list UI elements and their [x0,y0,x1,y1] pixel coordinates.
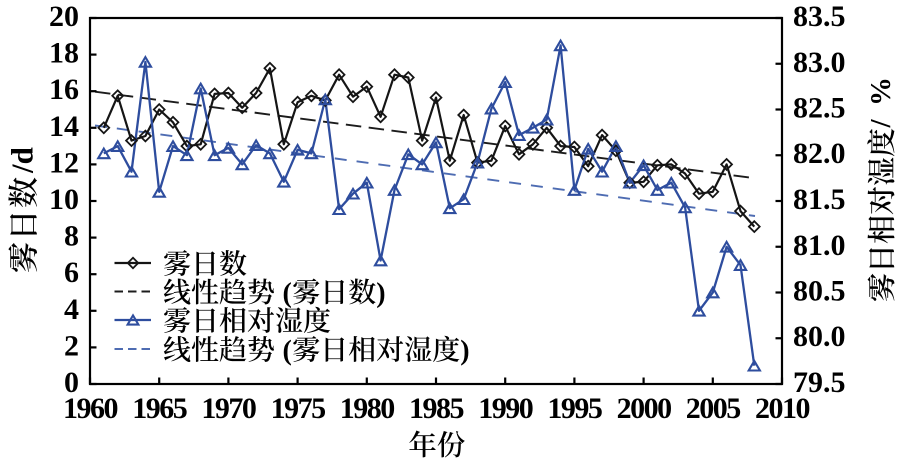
svg-text:1990: 1990 [478,392,533,425]
svg-text:20: 20 [49,0,79,33]
svg-text:82.5: 82.5 [793,92,846,125]
svg-text:2010: 2010 [755,392,810,425]
svg-text:): ) [460,336,469,367]
svg-text:8: 8 [64,220,79,253]
svg-text:1960: 1960 [63,392,118,425]
svg-text:81.0: 81.0 [793,229,846,262]
svg-text:/: / [865,119,897,129]
svg-text:1965: 1965 [132,392,187,425]
svg-text:6: 6 [64,256,79,289]
svg-text:(: ( [283,336,292,367]
svg-text:1975: 1975 [271,392,326,425]
svg-text:4: 4 [64,293,79,326]
svg-text:80.0: 80.0 [793,320,846,353]
svg-text:16: 16 [49,73,79,106]
svg-text:79.5: 79.5 [793,366,846,399]
svg-text:2000: 2000 [617,392,672,425]
svg-text:83.5: 83.5 [793,0,846,33]
svg-text:2: 2 [64,329,79,362]
svg-text:14: 14 [49,110,79,143]
svg-text:%: % [865,77,897,106]
svg-text:81.5: 81.5 [793,183,846,216]
svg-text:2005: 2005 [686,392,741,425]
svg-text:): ) [376,278,385,309]
svg-text:/d: /d [5,147,40,174]
svg-text:1985: 1985 [409,392,464,425]
svg-text:0: 0 [64,366,79,399]
svg-text:1995: 1995 [547,392,602,425]
svg-text:(: ( [283,278,292,309]
svg-text:1980: 1980 [340,392,395,425]
svg-text:10: 10 [49,183,79,216]
svg-text:83.0: 83.0 [793,46,846,79]
svg-text:18: 18 [49,37,79,70]
svg-text:80.5: 80.5 [793,275,846,308]
svg-text:1970: 1970 [201,392,256,425]
svg-text:12: 12 [49,146,79,179]
svg-text:82.0: 82.0 [793,137,846,170]
